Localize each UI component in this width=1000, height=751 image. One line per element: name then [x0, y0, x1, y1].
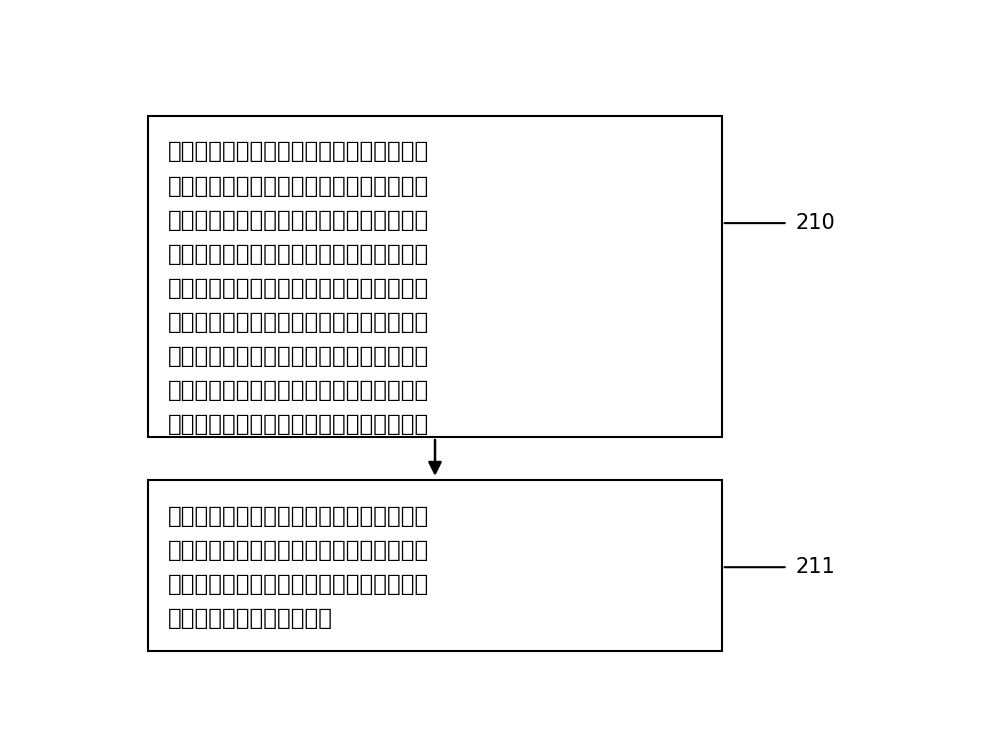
Text: 述影院放映服务器；显示状态为异常，则无: 述影院放映服务器；显示状态为异常，则无 — [168, 573, 429, 596]
Bar — [148, 116, 722, 437]
Text: 的预存序列号一致，且所述光源剩余时长显: 的预存序列号一致，且所述光源剩余时长显 — [168, 277, 429, 300]
Text: 映服务器；显示状态为正常，则开启操作所: 映服务器；显示状态为正常，则开启操作所 — [168, 539, 429, 562]
Text: 所述光源芯片的序列号与所述影院放映服务: 所述光源芯片的序列号与所述影院放映服务 — [168, 140, 429, 164]
Text: 210: 210 — [795, 213, 835, 233]
Text: 示不为零；则显示状态为正常；所述光源芯: 示不为零；则显示状态为正常；所述光源芯 — [168, 311, 429, 334]
Text: 光源剩余时长显示为零，则显示状态为异常: 光源剩余时长显示为零，则显示状态为异常 — [168, 413, 429, 436]
Text: 号与所述影院放映服务器保存所述光源芯片: 号与所述影院放映服务器保存所述光源芯片 — [168, 243, 429, 266]
Bar — [148, 481, 722, 651]
Text: 器保存所述光源芯片的预存序列号不一致，: 器保存所述光源芯片的预存序列号不一致， — [168, 174, 429, 198]
Text: 则显示状态为不正常；所述光源芯片的序列: 则显示状态为不正常；所述光源芯片的序列 — [168, 209, 429, 231]
Text: 存所述光源芯片的预存序列号一致，且所述: 存所述光源芯片的预存序列号一致，且所述 — [168, 379, 429, 403]
Text: 片的序列号与所述影院放映服务器内置的保: 片的序列号与所述影院放映服务器内置的保 — [168, 345, 429, 368]
Text: 法操作所述影院放映服务器: 法操作所述影院放映服务器 — [168, 607, 333, 630]
Text: 211: 211 — [795, 557, 835, 578]
Text: 显示状态为不正常，则无法操作所述影院放: 显示状态为不正常，则无法操作所述影院放 — [168, 505, 429, 528]
